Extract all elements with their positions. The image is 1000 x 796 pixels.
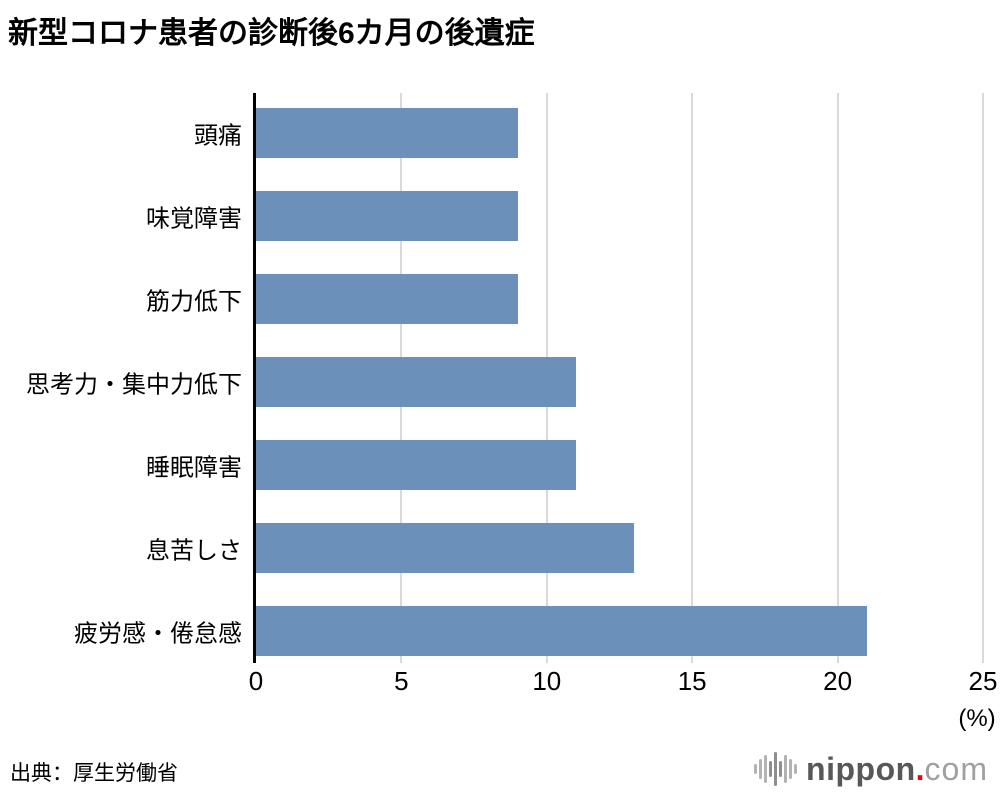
x-tick-label: 5 — [394, 666, 409, 696]
bar — [256, 606, 867, 656]
category-label: 思考力・集中力低下 — [26, 371, 242, 399]
category-label: 頭痛 — [194, 122, 242, 150]
source-note: 出典：厚生労働省 — [10, 762, 178, 785]
bar — [256, 523, 635, 573]
bar — [256, 357, 576, 407]
chart-title: 新型コロナ患者の診断後6カ月の後遺症 — [8, 17, 535, 50]
category-label: 味覚障害 — [146, 205, 242, 233]
waveform-icon — [754, 749, 798, 789]
gridline — [982, 93, 984, 663]
x-tick-label: 20 — [823, 666, 853, 696]
bar — [256, 440, 576, 490]
x-tick-label: 0 — [248, 666, 264, 696]
category-label: 息苦しさ — [146, 537, 242, 565]
plot-area: 0 5 10 15 20 25 頭痛味覚障害筋力低下思考力・集中力低下睡眠障害息苦しさ疲労感… — [26, 93, 997, 696]
nippon-logo: nippon. com — [754, 746, 988, 792]
bar — [256, 274, 518, 324]
bar — [256, 108, 518, 158]
category-label: 疲労感・倦怠感 — [74, 620, 242, 648]
logo-name-text: nippon — [806, 750, 916, 787]
gridline — [691, 93, 694, 663]
logo-tld-text: com — [924, 750, 988, 787]
bar — [256, 191, 518, 241]
gridline — [836, 93, 839, 663]
x-tick-label: 10 — [532, 666, 562, 696]
x-tick-label: 15 — [677, 666, 707, 696]
x-tick-label: 25 — [968, 666, 998, 696]
x-axis-unit-label: (%) — [958, 705, 996, 732]
y-axis-line — [253, 93, 256, 663]
logo-dot: . — [915, 750, 925, 787]
category-label: 筋力低下 — [146, 288, 242, 316]
category-label: 睡眠障害 — [146, 454, 242, 482]
